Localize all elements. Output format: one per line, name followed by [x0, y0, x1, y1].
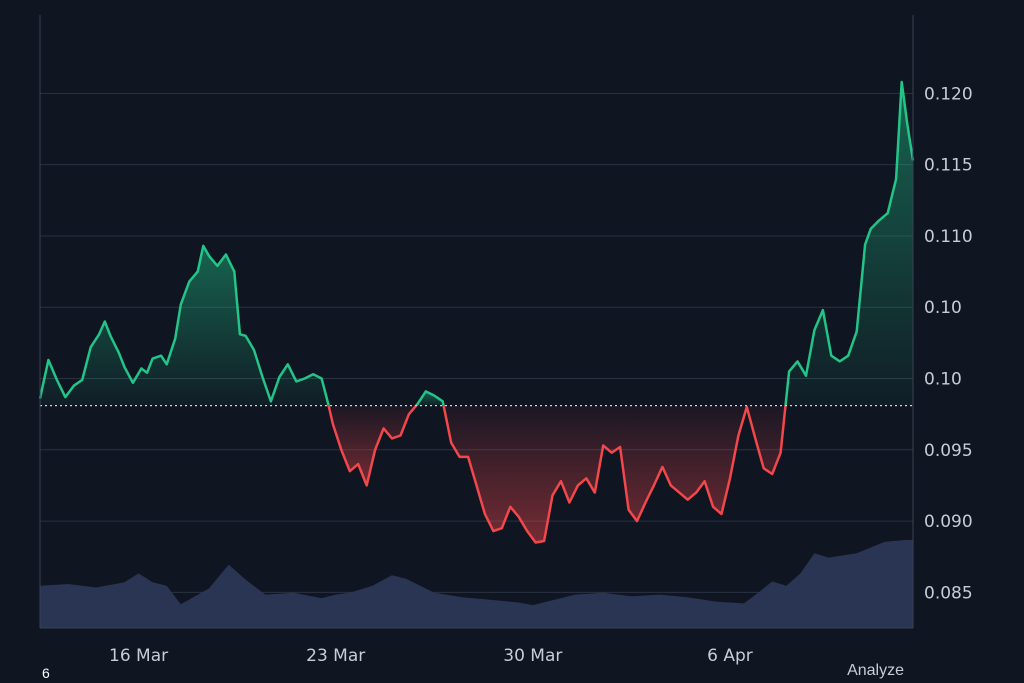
price-area-below — [443, 405, 786, 543]
y-tick-label: 0.10 — [924, 370, 962, 390]
y-tick-label: 0.085 — [924, 583, 973, 603]
price-lines — [38, 80, 915, 544]
price-area-above — [785, 82, 913, 406]
price-line-above — [38, 244, 330, 406]
y-tick-label: 0.120 — [924, 84, 973, 104]
price-area-above — [416, 391, 444, 406]
price-line-below — [327, 404, 418, 487]
x-tick-label: 30 Mar — [503, 646, 562, 666]
x-axis-tick-labels: 16 Mar 23 Mar 30 Mar 6 Apr — [109, 646, 753, 666]
y-axis-tick-labels: 0.120 0.115 0.110 0.10 0.10 0.095 0.090 0.085 — [924, 84, 973, 603]
price-line-above — [415, 390, 445, 407]
x-tick-label: 16 Mar — [109, 646, 168, 666]
volume-area-shape — [40, 540, 913, 628]
price-area-below — [328, 405, 417, 486]
x-tick-label: 23 Mar — [306, 646, 365, 666]
price-area-above — [40, 245, 329, 406]
y-tick-label: 0.115 — [924, 156, 973, 176]
analyze-link[interactable]: Analyze — [847, 662, 904, 679]
y-tick-label: 0.110 — [924, 227, 973, 247]
x-tick-label: 6 Apr — [707, 646, 753, 666]
y-tick-label: 0.095 — [924, 441, 973, 461]
y-tick-label: 0.090 — [924, 512, 973, 532]
volume-area — [40, 540, 913, 628]
plot-frame — [39, 15, 914, 629]
y-tick-label: 0.10 — [924, 298, 962, 318]
footer-left-text: 6 — [42, 665, 50, 681]
grid-lines — [40, 92, 913, 593]
price-line-above — [784, 80, 915, 406]
price-fill-areas — [40, 82, 913, 543]
price-line-below — [442, 405, 787, 544]
